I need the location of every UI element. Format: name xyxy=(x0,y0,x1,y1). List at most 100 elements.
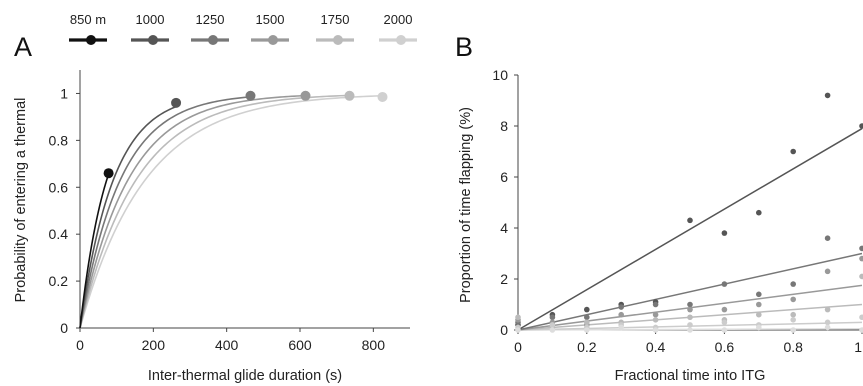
x-tick-label-a: 0 xyxy=(76,337,84,353)
data-point-1 xyxy=(549,314,556,321)
data-point-2 xyxy=(652,311,659,318)
y-tick-label-b: 0 xyxy=(500,322,508,338)
ticks-a: 0 200 400 600 800 0 0.2 0.4 0.6 0.8 1 xyxy=(49,85,386,353)
data-point-0 xyxy=(824,92,831,99)
panel-label-b: B xyxy=(455,32,473,62)
points-b xyxy=(515,92,863,333)
data-point-2 xyxy=(618,311,624,318)
data-point-0 xyxy=(721,230,728,236)
data-point-2 xyxy=(721,306,728,313)
x-tick-label-a: 400 xyxy=(215,337,239,353)
data-point-1 xyxy=(721,281,728,287)
data-point-4 xyxy=(824,319,831,326)
legend-swatch-dot xyxy=(148,35,158,45)
curve-5 xyxy=(79,94,383,329)
data-point-5 xyxy=(652,327,659,333)
data-point-1 xyxy=(790,281,796,287)
legend-label: 1500 xyxy=(256,12,285,27)
data-point-3 xyxy=(652,317,659,323)
panel-label-a: A xyxy=(14,32,32,62)
legend-swatch-dot xyxy=(268,35,278,45)
y-axis-label-b: Proportion of time flapping (%) xyxy=(458,107,474,303)
data-point-1 xyxy=(824,235,831,241)
curves-a xyxy=(79,90,388,329)
data-point-3 xyxy=(790,311,796,318)
legend-label: 2000 xyxy=(384,12,413,27)
x-tick-label-a: 600 xyxy=(288,337,312,353)
panel-a: A 850 m 1000 1250 1500 1750 2000 0 200 400 600 80… xyxy=(13,12,417,384)
data-point-5 xyxy=(618,324,624,331)
x-tick-label-b: 1 xyxy=(854,339,862,355)
curve-4 xyxy=(79,94,350,329)
data-point-5 xyxy=(824,324,831,331)
data-point-2 xyxy=(790,296,796,303)
end-point-4 xyxy=(344,90,355,101)
y-tick-label-b: 8 xyxy=(500,118,508,134)
data-point-1 xyxy=(584,314,590,321)
data-point-4 xyxy=(549,322,556,328)
data-point-5 xyxy=(515,327,521,333)
x-tick-label-b: 0.6 xyxy=(715,339,735,355)
legend-label: 1000 xyxy=(136,12,165,27)
data-point-5 xyxy=(721,327,728,333)
curve-0 xyxy=(79,173,110,329)
y-tick-label-b: 6 xyxy=(500,169,508,185)
legend-swatch-dot xyxy=(86,35,96,45)
legend-swatch-dot xyxy=(208,35,218,45)
data-point-0 xyxy=(790,148,796,155)
data-point-2 xyxy=(756,301,762,308)
fit-line-1 xyxy=(517,252,863,331)
y-tick-label-b: 10 xyxy=(492,67,508,83)
data-point-5 xyxy=(790,327,796,333)
data-point-1 xyxy=(652,301,659,308)
y-tick-label-a: 0.6 xyxy=(49,179,69,195)
end-point-0 xyxy=(103,168,114,179)
data-point-0 xyxy=(687,217,693,224)
y-tick-label-a: 0 xyxy=(60,320,68,336)
x-axis-label-a: Inter-thermal glide duration (s) xyxy=(148,368,342,384)
y-tick-label-a: 1 xyxy=(60,85,68,101)
curve-2 xyxy=(79,96,251,329)
y-tick-label-a: 0.2 xyxy=(49,273,69,289)
end-point-5 xyxy=(377,91,388,102)
data-point-5 xyxy=(549,327,556,333)
y-tick-label-a: 0.4 xyxy=(49,226,69,242)
curve-1 xyxy=(79,105,177,329)
data-point-4 xyxy=(687,322,693,328)
data-point-3 xyxy=(515,314,521,321)
curve-3 xyxy=(79,94,306,329)
x-tick-label-b: 0 xyxy=(514,339,522,355)
y-axis-label-a: Probability of entering a thermal xyxy=(13,98,29,303)
x-tick-label-b: 0.2 xyxy=(577,339,597,355)
legend-label: 1750 xyxy=(321,12,350,27)
legend-label: 1250 xyxy=(196,12,225,27)
y-tick-label-a: 0.8 xyxy=(49,132,69,148)
data-point-3 xyxy=(824,306,831,313)
x-tick-label-a: 200 xyxy=(142,337,166,353)
legend-label: 850 m xyxy=(70,12,106,27)
data-point-2 xyxy=(824,268,831,275)
end-point-1 xyxy=(171,97,182,108)
legend-swatch-dot xyxy=(333,35,343,45)
legend: 850 m 1000 1250 1500 1750 2000 xyxy=(69,12,417,45)
data-point-3 xyxy=(687,314,693,321)
data-point-3 xyxy=(859,273,863,280)
data-point-5 xyxy=(584,327,590,333)
data-point-4 xyxy=(721,319,728,326)
end-point-3 xyxy=(300,90,311,101)
data-point-5 xyxy=(859,327,863,333)
y-tick-label-b: 4 xyxy=(500,220,508,236)
data-point-2 xyxy=(687,306,693,313)
data-point-5 xyxy=(687,327,693,333)
x-axis-label-b: Fractional time into ITG xyxy=(615,368,766,384)
data-point-1 xyxy=(756,291,762,298)
data-point-1 xyxy=(687,301,693,308)
x-tick-label-b: 0.4 xyxy=(646,339,666,355)
data-point-1 xyxy=(618,304,624,310)
data-point-2 xyxy=(859,255,863,262)
y-tick-label-b: 2 xyxy=(500,271,508,287)
end-point-2 xyxy=(245,90,256,101)
legend-swatch-dot xyxy=(396,35,406,45)
